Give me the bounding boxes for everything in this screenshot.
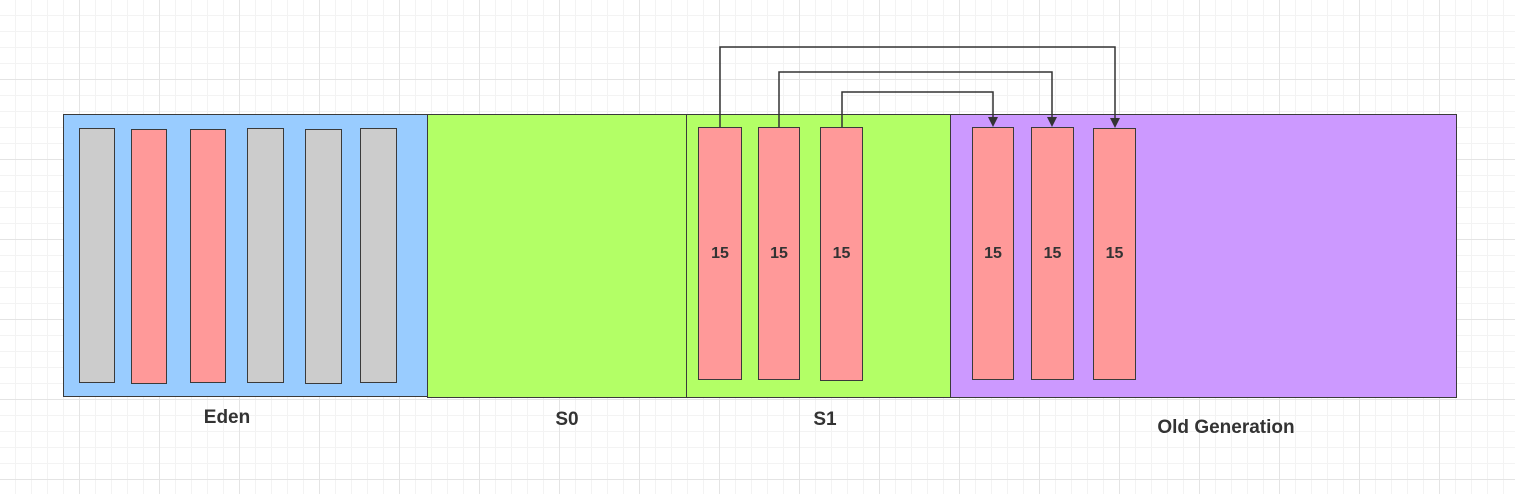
object-age-label: 15 [984, 244, 1002, 262]
object-age-label: 15 [711, 244, 729, 262]
old-generation-label: Old Generation [1157, 417, 1295, 438]
eden-object-4 [247, 128, 284, 383]
eden-object-6 [360, 128, 397, 383]
old-generation-region [950, 114, 1457, 398]
old-object-2: 15 [1031, 127, 1074, 380]
eden-object-3 [190, 129, 226, 383]
eden-label: Eden [203, 407, 251, 428]
object-age-label: 15 [832, 245, 851, 262]
s0-label: S0 [555, 409, 579, 430]
old-object-1: 15 [972, 127, 1014, 380]
s1-label: S1 [813, 409, 837, 430]
s1-object-2: 15 [758, 127, 800, 380]
eden-object-2 [131, 129, 167, 384]
s1-object-1: 15 [698, 127, 742, 380]
eden-object-5 [305, 129, 342, 384]
object-age-label: 15 [770, 244, 788, 262]
eden-object-1 [79, 128, 115, 383]
old-object-3: 15 [1093, 128, 1136, 380]
s1-object-3: 15 [820, 127, 863, 381]
object-age-label: 15 [1105, 245, 1124, 262]
object-age-label: 15 [1043, 244, 1062, 262]
s0-region [427, 114, 687, 398]
